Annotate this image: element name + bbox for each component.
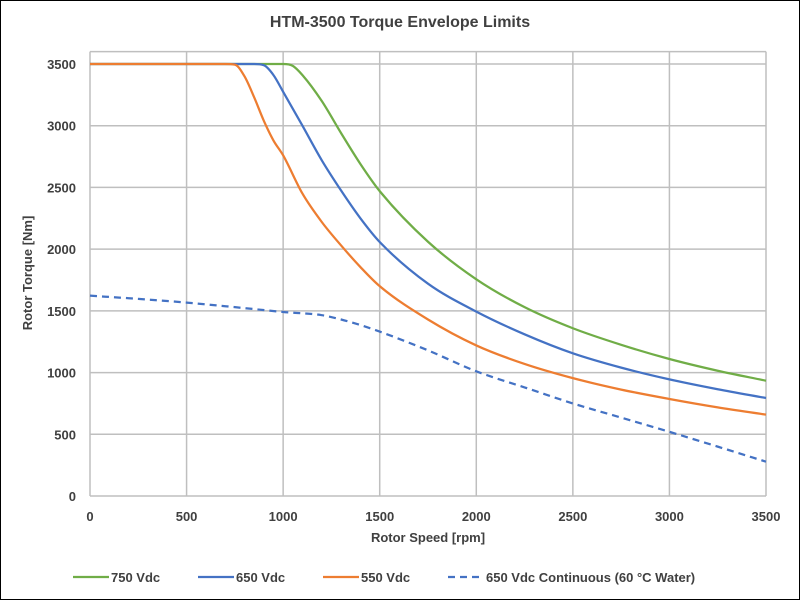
x-tick-label: 0 (86, 509, 93, 524)
x-tick-label: 500 (176, 509, 198, 524)
legend-item: 550 Vdc (323, 570, 410, 585)
legend-item: 750 Vdc (73, 570, 160, 585)
x-tick-labels: 0 500 1000 1500 2000 2500 3000 3500 (86, 509, 780, 524)
series-line-650-vdc (89, 62, 767, 400)
x-tick-label: 1000 (269, 509, 298, 524)
chart-title: HTM-3500 Torque Envelope Limits (270, 14, 530, 31)
y-tick-labels: 0 500 1000 1500 2000 2500 3000 3500 (47, 57, 76, 504)
x-tick-label: 1500 (365, 509, 394, 524)
legend-item: 650 Vdc (198, 570, 285, 585)
y-tick-label: 0 (69, 489, 76, 504)
y-tick-label: 1500 (47, 304, 76, 319)
x-tick-label: 3000 (655, 509, 684, 524)
legend-label: 750 Vdc (111, 570, 160, 585)
legend: 750 Vdc 650 Vdc 550 Vdc 650 Vdc Continuous … (73, 570, 695, 585)
legend-label: 650 Vdc Continuous (60 °C Water) (486, 570, 695, 585)
legend-item: 650 Vdc Continuous (60 °C Water) (448, 570, 695, 585)
y-axis-label: Rotor Torque [Nm] (20, 216, 35, 331)
legend-label: 650 Vdc (236, 570, 285, 585)
series-line-550-vdc (89, 62, 767, 416)
series-line-650-vdc-continuous-60-c-water (89, 294, 767, 463)
x-tick-label: 2500 (558, 509, 587, 524)
y-tick-label: 3500 (47, 57, 76, 72)
y-tick-label: 1000 (47, 366, 76, 381)
x-tick-label: 2000 (462, 509, 491, 524)
y-tick-label: 500 (54, 427, 76, 442)
legend-label: 550 Vdc (361, 570, 410, 585)
series-lines (89, 62, 767, 463)
grid (89, 50, 767, 497)
y-tick-label: 2000 (47, 242, 76, 257)
x-axis-label: Rotor Speed [rpm] (371, 530, 485, 545)
series-line-750-vdc (89, 62, 767, 382)
y-tick-label: 3000 (47, 119, 76, 134)
y-tick-label: 2500 (47, 180, 76, 195)
x-tick-label: 3500 (752, 509, 781, 524)
